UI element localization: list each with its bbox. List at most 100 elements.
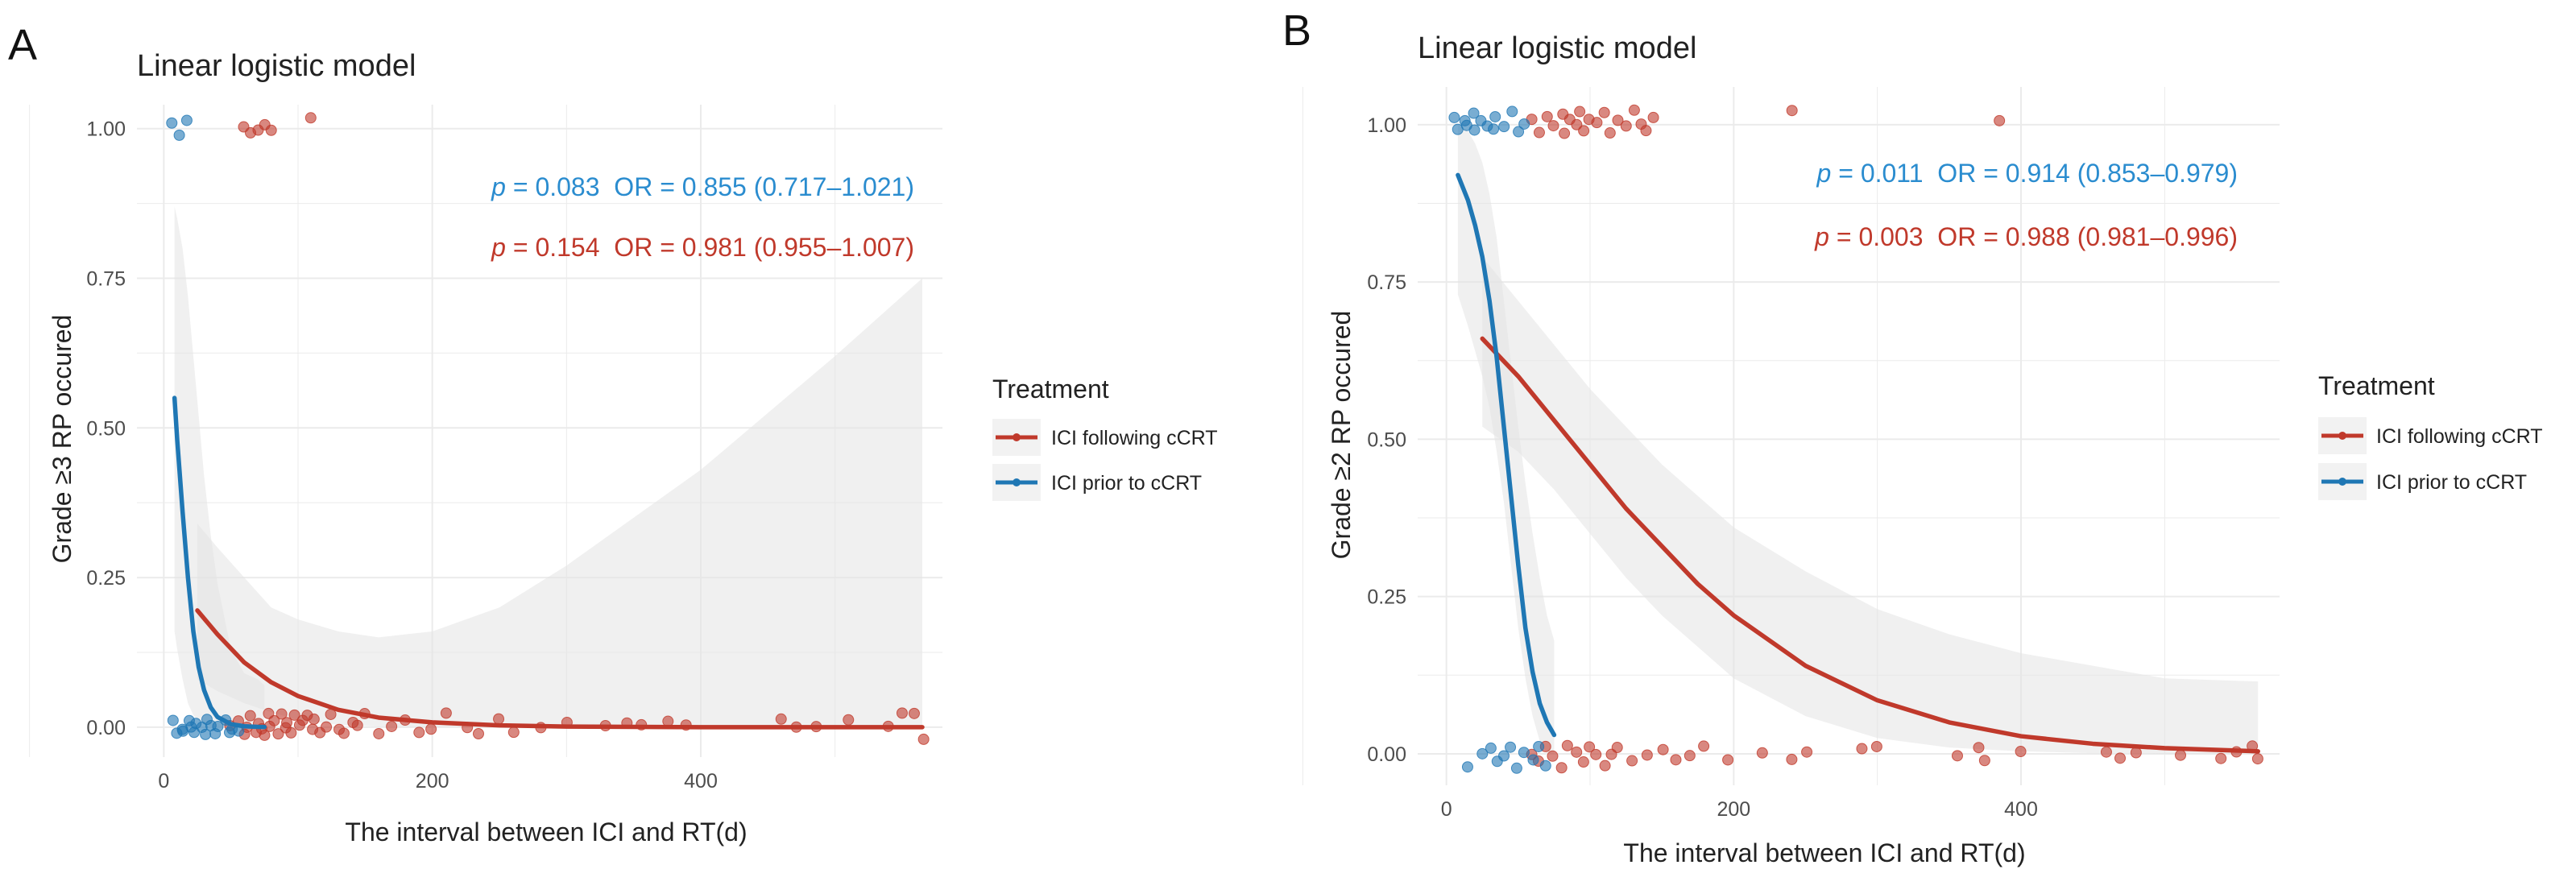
panel-b-point-following <box>1620 120 1632 132</box>
panel-a-point-prior <box>173 129 185 141</box>
panel-b-point-following <box>1612 114 1624 126</box>
panel-b-point-following <box>1561 739 1573 751</box>
panel-b-y-tick-2: 0.50 <box>1367 428 1406 451</box>
panel-b-point-prior <box>1485 742 1497 754</box>
panel-a-point-following <box>425 723 437 735</box>
panel-a-point-following <box>472 727 484 739</box>
panel-a-point-prior <box>166 117 178 129</box>
panel-b-curve-prior <box>1456 172 1557 738</box>
panel-b-point-following <box>1571 746 1583 758</box>
panel-b-point-prior <box>1518 747 1530 759</box>
panel-a-point-prior <box>212 720 224 732</box>
panel-a-y-tick-labels: 0.00 0.25 0.50 0.75 1.00 <box>86 118 126 739</box>
panel-b-point-following <box>1547 750 1559 762</box>
panel-b-point-following <box>2251 753 2263 765</box>
panel-b-point-following <box>1647 111 1659 123</box>
panel-a-curve-following <box>195 608 925 730</box>
panel-b-grid <box>1302 87 2280 785</box>
panel-b-y-tick-0: 0.00 <box>1367 743 1406 766</box>
panel-a-band-prior <box>174 206 265 727</box>
panel-a-annotation-prior: p = 0.083 OR = 0.855 (0.717–1.021) <box>491 172 914 201</box>
panel-a-legend-label-prior: ICI prior to cCRT <box>1051 472 1202 495</box>
panel-a-point-following <box>288 709 300 721</box>
panel-b-point-following <box>1722 754 1734 766</box>
panel-b-point-following <box>1978 755 1990 767</box>
panel-a-annotation-following: p = 0.154 OR = 0.981 (0.955–1.007) <box>491 233 914 262</box>
panel-b-x-tick-0: 0 <box>1441 798 1452 821</box>
panel-a-point-prior <box>167 714 179 726</box>
panel-b-legend-key-dot-prior <box>2338 478 2346 486</box>
panel-b-point-following <box>1951 750 1963 762</box>
panel-b-point-following <box>1641 749 1653 761</box>
panel-b-point-following <box>1590 748 1602 760</box>
panel-a-point-following <box>507 726 520 739</box>
panel-b-point-following <box>1559 127 1571 139</box>
panel-a-legend-key-dot-following <box>1013 433 1021 441</box>
panel-b-point-prior <box>1513 126 1525 138</box>
panel-a-point-prior <box>180 114 193 126</box>
panel-b-point-following <box>1973 742 1985 754</box>
panel-a-point-following <box>373 727 385 739</box>
panel-a-point-following <box>321 721 333 733</box>
panel-b-point-following <box>1801 746 1813 758</box>
panel-a-y-axis-label: Grade ≥3 RP occured <box>48 315 77 564</box>
panel-a-point-following <box>304 112 317 124</box>
panel-b-point-following <box>1786 753 1798 765</box>
panel-b-point-following <box>1591 117 1603 129</box>
panel-a-point-following <box>338 727 350 739</box>
panel-a-point-following <box>259 729 271 741</box>
panel-b-point-following <box>1684 750 1696 762</box>
panel-b-y-tick-3: 0.75 <box>1367 271 1406 294</box>
panel-b-point-prior <box>1506 106 1518 118</box>
panel-b-point-following <box>2215 752 2227 764</box>
panel-b-x-tick-2: 400 <box>2004 798 2038 821</box>
panel-b-point-prior <box>1448 111 1460 123</box>
panel-b-point-prior <box>1498 750 1510 762</box>
panel-a-point-following <box>440 707 452 719</box>
panel-b-point-following <box>1670 754 1682 766</box>
panel-b-y-axis-label: Grade ≥2 RP occured <box>1327 311 1356 560</box>
panel-b-y-tick-4: 1.00 <box>1367 114 1406 137</box>
panel-b-point-prior <box>1527 754 1539 766</box>
panel-a-curves <box>172 395 925 730</box>
panel-b-point-following <box>2114 752 2127 764</box>
panel-a-title: Linear logistic model <box>137 49 416 83</box>
panel-a-legend-title: Treatment <box>992 375 1109 404</box>
panel-b-legend-label-prior: ICI prior to cCRT <box>2376 471 2527 494</box>
panel-a-point-following <box>308 713 320 725</box>
panel-b-point-prior <box>1539 759 1551 772</box>
panel-a-x-tick-1: 200 <box>416 770 449 793</box>
panel-b-point-following <box>1870 740 1882 752</box>
panel-b-legend-key-dot-following <box>2338 432 2346 440</box>
panel-a-curve-prior <box>172 395 267 730</box>
panel-b-legend-label-following: ICI following cCRT <box>2376 425 2543 448</box>
panel-b-point-prior <box>1488 123 1500 135</box>
panel-a-point-following <box>281 717 293 729</box>
panel-b-point-following <box>1555 762 1568 774</box>
panel-a-point-following <box>386 720 398 732</box>
panel-a-legend: Treatment ICI following cCRT ICI prior t… <box>992 375 1218 501</box>
panel-a-point-following <box>244 710 256 722</box>
panel-b-point-following <box>1604 127 1616 139</box>
panel-a-x-axis-label: The interval between ICI and RT(d) <box>345 817 747 846</box>
panel-a-point-following <box>351 719 363 731</box>
panel-a-band-following <box>197 278 922 727</box>
panel-b-point-following <box>1994 114 2006 126</box>
panel-b-label: B <box>1282 6 1311 55</box>
panel-b-legend-title: Treatment <box>2318 371 2435 400</box>
panel-b-point-following <box>1547 120 1559 132</box>
panel-b-point-prior <box>1476 747 1489 759</box>
panel-a-y-tick-3: 0.75 <box>86 268 126 291</box>
panel-a-point-following <box>843 714 855 726</box>
panel-b-point-prior <box>1468 124 1481 136</box>
panel-b-point-following <box>1533 126 1545 139</box>
panel-a-point-following <box>493 713 505 725</box>
panel-a-x-tick-2: 400 <box>684 770 718 793</box>
panel-b-x-axis-label: The interval between ICI and RT(d) <box>1623 838 2025 867</box>
panel-a-label: A <box>8 21 37 69</box>
panel-a-point-following <box>413 726 425 739</box>
panel-a-y-tick-1: 0.25 <box>86 567 126 590</box>
panel-b-point-prior <box>1505 741 1517 753</box>
panel-a-point-following <box>272 728 284 740</box>
